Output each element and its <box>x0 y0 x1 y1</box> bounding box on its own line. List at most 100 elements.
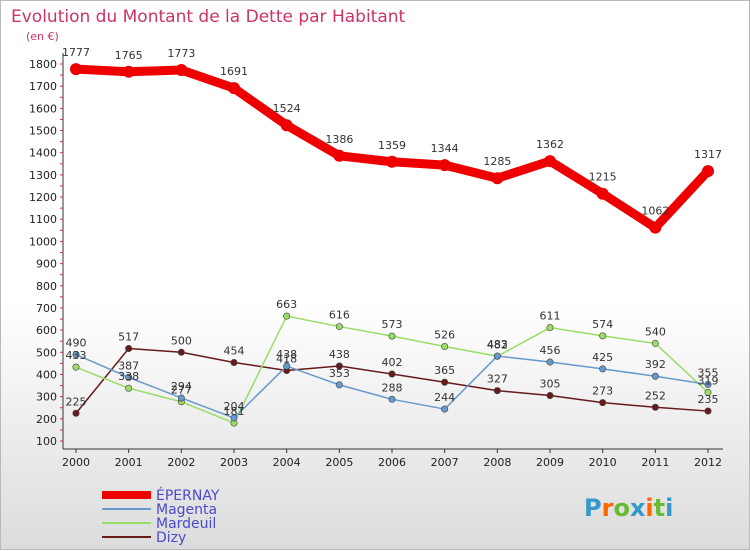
y-tick-label: 400 <box>36 368 57 381</box>
data-point <box>599 365 607 373</box>
data-point <box>335 362 343 370</box>
data-label: 392 <box>645 358 666 371</box>
data-point <box>122 65 135 78</box>
data-point <box>175 63 188 76</box>
data-label: 204 <box>224 400 245 413</box>
data-label: 1362 <box>536 138 564 151</box>
series-layer <box>70 63 714 427</box>
data-label: 483 <box>487 338 508 351</box>
logo-letter: x <box>630 494 646 522</box>
x-tick-label: 2002 <box>167 456 195 469</box>
data-label: 517 <box>118 331 139 344</box>
data-label: 294 <box>171 380 192 393</box>
data-label: 1215 <box>589 171 617 184</box>
data-label: 319 <box>698 374 719 387</box>
x-tick-label: 2007 <box>431 456 459 469</box>
legend-label: ÉPERNAY <box>156 487 220 504</box>
data-point <box>72 409 80 417</box>
data-label: 1344 <box>431 142 459 155</box>
x-tick-label: 2006 <box>378 456 406 469</box>
x-tick-label: 2008 <box>483 456 511 469</box>
axes: 100 200 300 400 500 600 700 800 900 1000 1100 1200 1… <box>29 53 723 469</box>
data-point <box>546 324 554 332</box>
chart-title: Evolution du Montant de la Dette par Hab… <box>11 7 406 27</box>
data-label: 1386 <box>325 133 353 146</box>
x-tick-label: 2001 <box>115 456 143 469</box>
x-tick-label: 2003 <box>220 456 248 469</box>
data-point <box>335 323 343 331</box>
data-point <box>230 414 238 422</box>
data-point <box>704 407 712 415</box>
data-point <box>599 399 607 407</box>
data-label: 482 <box>487 338 508 351</box>
data-point <box>388 332 396 340</box>
data-point <box>177 394 185 402</box>
data-label: 1285 <box>483 155 511 168</box>
proxiti-logo: Proxiti <box>584 494 673 522</box>
legend-label: Dizy <box>156 530 186 546</box>
data-point <box>72 363 80 371</box>
data-label: 225 <box>66 395 87 408</box>
data-label: 500 <box>171 334 192 347</box>
y-tick-label: 1000 <box>29 235 57 248</box>
data-point <box>493 387 501 395</box>
x-tick-label: 2012 <box>694 456 722 469</box>
y-tick-label: 1500 <box>29 125 57 138</box>
data-label: 1359 <box>378 139 406 152</box>
data-point <box>72 351 80 359</box>
y-tick-label: 500 <box>36 346 57 359</box>
data-label: 454 <box>224 344 245 357</box>
data-point <box>493 352 501 360</box>
data-label: 1691 <box>220 65 248 78</box>
data-point <box>596 187 609 200</box>
data-point <box>649 221 662 234</box>
data-label: 305 <box>540 378 561 391</box>
data-label: 540 <box>645 325 666 338</box>
data-label: 425 <box>592 351 613 364</box>
data-label: 181 <box>224 405 245 418</box>
data-label: 1777 <box>62 46 90 59</box>
data-point <box>441 378 449 386</box>
y-tick-label: 200 <box>36 413 57 426</box>
series-line-mardeuil <box>75 315 709 424</box>
data-label: 252 <box>645 389 666 402</box>
data-point <box>651 372 659 380</box>
data-point <box>125 345 133 353</box>
y-tick-label: 1700 <box>29 80 57 93</box>
data-label: 1765 <box>115 49 143 62</box>
data-point <box>283 362 291 370</box>
data-point <box>388 395 396 403</box>
data-point <box>704 388 712 396</box>
data-point <box>491 172 504 185</box>
legend-label: Magenta <box>156 502 217 518</box>
logo-letter: r <box>602 494 614 522</box>
logo-letter: t <box>654 494 665 522</box>
data-point <box>438 159 451 172</box>
x-tick-label: 2009 <box>536 456 564 469</box>
data-label: 327 <box>487 373 508 386</box>
data-label: 490 <box>66 337 87 350</box>
data-label: 616 <box>329 309 350 322</box>
data-label: 288 <box>382 381 403 394</box>
y-tick-label: 1600 <box>29 102 57 115</box>
data-point <box>546 358 554 366</box>
data-point <box>441 405 449 413</box>
logo-letter: P <box>584 494 602 522</box>
y-tick-label: 1300 <box>29 169 57 182</box>
data-label: 1317 <box>694 148 722 161</box>
data-label: 526 <box>434 329 455 342</box>
y-tick-label: 1800 <box>29 58 57 71</box>
data-label: 663 <box>276 298 297 311</box>
data-label: 456 <box>540 344 561 357</box>
y-tick-label: 600 <box>36 324 57 337</box>
data-label: 418 <box>276 352 297 365</box>
data-point <box>702 165 714 178</box>
logo-letter: i <box>645 494 653 522</box>
data-point <box>651 339 659 347</box>
data-point <box>388 370 396 378</box>
data-point <box>704 380 712 388</box>
data-label: 387 <box>118 359 139 372</box>
